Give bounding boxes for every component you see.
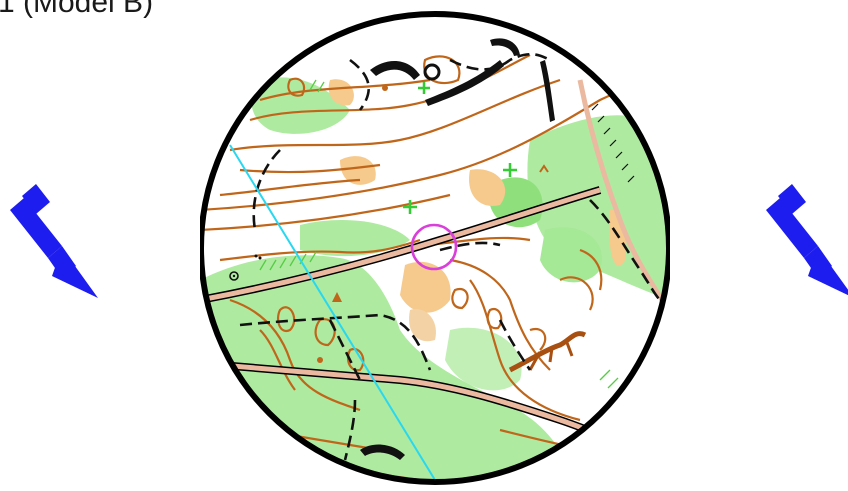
north-arrow-icon	[10, 184, 98, 298]
north-arrow-icon	[766, 184, 848, 296]
orienteering-map	[200, 11, 670, 485]
map-title: 1 (Model B)	[0, 0, 154, 19]
special-feature-crosses	[403, 82, 517, 214]
cliffs	[360, 38, 555, 460]
earth-bank	[508, 331, 587, 373]
paths	[239, 52, 661, 461]
point-features	[229, 85, 549, 363]
cliff-ticks	[591, 103, 635, 183]
magnetic-north-line	[229, 144, 436, 481]
map-frame	[200, 11, 670, 485]
control-circle	[410, 223, 458, 271]
